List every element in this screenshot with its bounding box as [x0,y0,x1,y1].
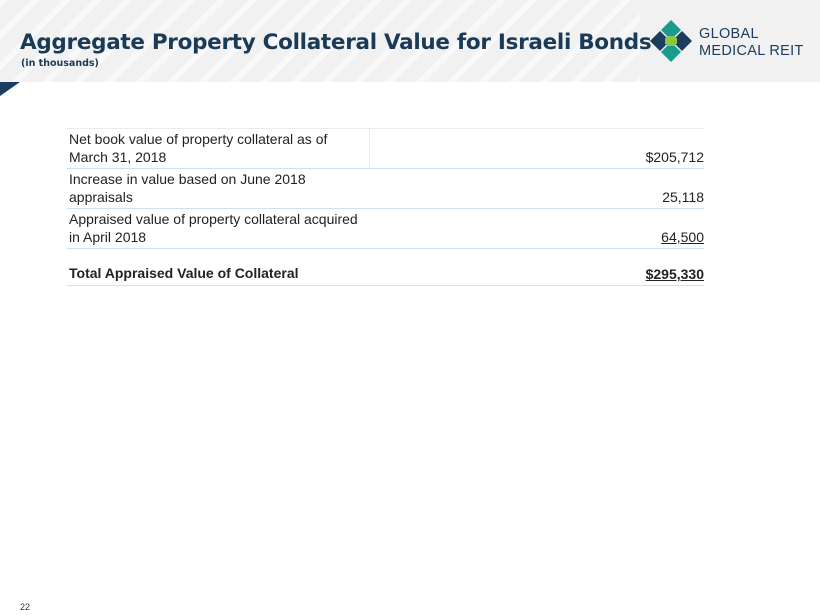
row-value: 64,500 [369,208,704,249]
row-label: Appraised value of property collateral a… [67,208,370,249]
header-corner-tab [0,82,20,96]
logo-line-2: MEDICAL REIT [699,43,804,59]
row-value: 25,118 [369,168,704,209]
page-subtitle: (in thousands) [21,58,99,69]
table-row: Increase in value based on June 2018 app… [67,168,704,209]
logo-wordmark: GLOBAL MEDICAL REIT [699,26,804,60]
total-label: Total Appraised Value of Collateral [67,263,370,286]
table-row: Net book value of property collateral as… [67,128,704,169]
table-row: Appraised value of property collateral a… [67,208,704,249]
page-number: 22 [20,602,31,612]
total-value: $295,330 [369,263,704,286]
row-label: Net book value of property collateral as… [67,128,370,169]
collateral-table: Net book value of property collateral as… [67,128,704,286]
table-spacer [67,249,704,264]
row-value: $205,712 [369,128,704,169]
company-logo: GLOBAL MEDICAL REIT [648,18,818,64]
page-title: Aggregate Property Collateral Value for … [20,30,652,55]
total-row: Total Appraised Value of Collateral $295… [67,263,704,286]
row-label: Increase in value based on June 2018 app… [67,168,370,209]
logo-line-1: GLOBAL [699,26,759,42]
slide-header: Aggregate Property Collateral Value for … [0,0,820,82]
cross-logo-icon [650,20,692,62]
header-pattern [0,0,640,82]
